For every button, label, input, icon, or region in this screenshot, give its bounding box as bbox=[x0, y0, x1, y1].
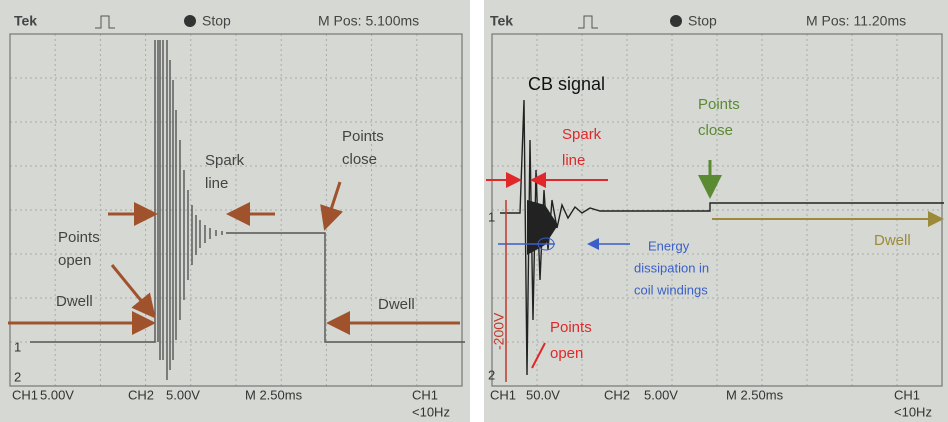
brand: Tek bbox=[14, 13, 37, 29]
trigger-freq: <10Hz bbox=[894, 404, 932, 419]
ch1-scale: 5.00V bbox=[40, 387, 74, 402]
energy-label: dissipation in bbox=[634, 260, 709, 275]
open-label: Points bbox=[550, 319, 592, 336]
energy-label: coil windings bbox=[634, 282, 708, 297]
ch2-marker: 2 bbox=[14, 369, 21, 384]
brand: Tek bbox=[490, 13, 513, 29]
ch1-marker: 1 bbox=[488, 209, 495, 224]
time-scale: M 2.50ms bbox=[726, 387, 784, 402]
voltage-label: -200V bbox=[491, 312, 507, 350]
spark-label: line bbox=[562, 152, 585, 169]
spark-label: Spark bbox=[562, 126, 602, 143]
close-label: Points bbox=[698, 96, 740, 113]
trigger-source: CH1 bbox=[412, 387, 438, 402]
close-label: close bbox=[342, 151, 377, 168]
ch1-scale: 50.0V bbox=[526, 387, 560, 402]
signal-label: CB signal bbox=[528, 74, 605, 94]
status-dot bbox=[670, 15, 682, 27]
status: Stop bbox=[202, 13, 231, 29]
trigger-source: CH1 bbox=[894, 387, 920, 402]
ch1-marker: 1 bbox=[14, 339, 21, 354]
trigger-freq: <10Hz bbox=[412, 404, 450, 419]
ch1-label: CH1 bbox=[12, 387, 38, 402]
spark-label: line bbox=[205, 175, 228, 192]
dwell-label: Dwell bbox=[874, 232, 911, 249]
ch2-marker: 2 bbox=[488, 367, 495, 382]
ch1-label: CH1 bbox=[490, 387, 516, 402]
position: M Pos: 5.100ms bbox=[318, 13, 419, 29]
close-label: close bbox=[698, 122, 733, 139]
status-dot bbox=[184, 15, 196, 27]
close-label: Points bbox=[342, 128, 384, 145]
ch2-scale: 5.00V bbox=[644, 387, 678, 402]
dwell-label: Dwell bbox=[378, 296, 415, 313]
ch2-label: CH2 bbox=[128, 387, 154, 402]
open-label: Points bbox=[58, 229, 100, 246]
open-label: open bbox=[58, 252, 91, 269]
energy-label: Energy bbox=[648, 238, 690, 253]
time-scale: M 2.50ms bbox=[245, 387, 303, 402]
spark-label: Spark bbox=[205, 152, 245, 169]
right-scope: Tek Stop M Pos: 11.20ms 1 2 CB signal Sp… bbox=[484, 0, 948, 422]
open-label: open bbox=[550, 345, 583, 362]
figure: Tek Stop M Pos: 5.100ms 1 2 Spark line P… bbox=[0, 0, 948, 422]
dwell-label: Dwell bbox=[56, 293, 93, 310]
status: Stop bbox=[688, 13, 717, 29]
left-scope: Tek Stop M Pos: 5.100ms 1 2 Spark line P… bbox=[0, 0, 470, 422]
screen bbox=[0, 0, 470, 422]
position: M Pos: 11.20ms bbox=[806, 13, 906, 29]
ch2-label: CH2 bbox=[604, 387, 630, 402]
ch2-scale: 5.00V bbox=[166, 387, 200, 402]
